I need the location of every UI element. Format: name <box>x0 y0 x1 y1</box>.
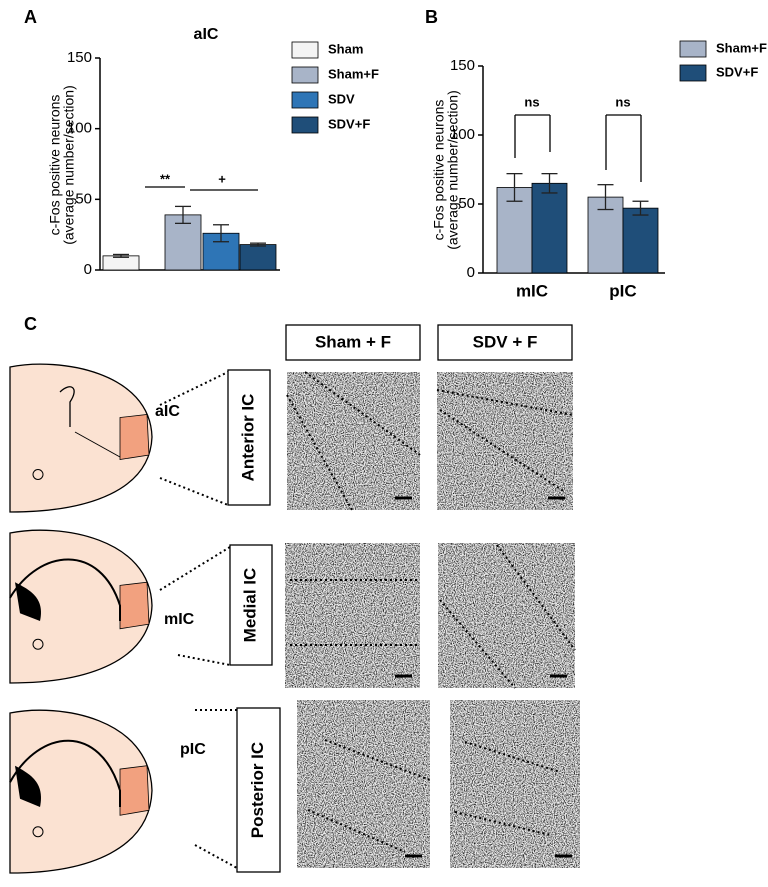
error-bar <box>541 172 558 194</box>
error-bar <box>506 172 523 202</box>
y-tick-label: 50 <box>75 190 92 207</box>
section-label: Anterior IC <box>238 394 257 482</box>
chart-title: aIC <box>194 26 219 43</box>
ventricle <box>59 386 75 427</box>
error-bar <box>113 253 129 258</box>
boundary-line <box>454 811 551 836</box>
significance-label: + <box>218 171 226 186</box>
panel-label: C <box>24 314 37 334</box>
legend-label: SDV+F <box>328 116 370 131</box>
error-bar <box>597 184 614 211</box>
boundary-line <box>496 544 576 651</box>
legend-label: Sham+F <box>716 40 767 55</box>
significance-label: ** <box>160 171 171 186</box>
micrograph <box>287 372 420 510</box>
legend-label: Sham <box>328 41 363 56</box>
boundary-line <box>439 599 516 689</box>
boundary-line <box>436 389 574 416</box>
significance-label: ns <box>524 94 539 109</box>
landmark <box>32 826 44 838</box>
corpus-callosum <box>9 558 121 621</box>
boundary-line <box>286 394 353 511</box>
y-axis-label: c-Fos positive neurons <box>431 100 447 241</box>
bar <box>239 244 277 271</box>
y-axis-label: c-Fos positive neurons <box>47 95 63 236</box>
y-tick-label: 100 <box>450 126 475 143</box>
error-bar <box>632 200 649 216</box>
y-axis-label: (average number/section) <box>61 85 77 245</box>
landmark <box>32 469 44 480</box>
section-label-box <box>227 369 271 506</box>
legend-swatch <box>291 91 319 109</box>
region-label: pIC <box>180 741 206 758</box>
region-label: aIC <box>155 403 180 420</box>
error-bar <box>175 205 191 225</box>
panel-label: A <box>24 7 37 27</box>
legend-swatch <box>679 40 707 58</box>
region-label: mIC <box>164 611 195 628</box>
legend-label: Sham+F <box>328 66 379 81</box>
micrograph <box>437 372 573 510</box>
error-bar <box>250 242 266 247</box>
legend-label: SDV <box>328 91 355 106</box>
bar <box>164 214 202 271</box>
legend-swatch <box>679 64 707 82</box>
section-label: Posterior IC <box>248 742 267 838</box>
panel-label: B <box>425 7 438 27</box>
micrograph <box>297 700 430 868</box>
ventricle <box>15 765 41 807</box>
x-tick-label: pIC <box>609 281 636 300</box>
micrograph <box>438 543 575 688</box>
legend-label: SDV+F <box>716 64 758 79</box>
error-bar <box>213 224 229 243</box>
boundary-line <box>304 371 421 456</box>
zoom-line <box>159 371 229 406</box>
y-tick-label: 150 <box>67 49 92 66</box>
column-header: Sham + F <box>315 332 391 351</box>
micrograph <box>285 543 420 688</box>
zoom-line <box>159 546 231 591</box>
column-header-box <box>437 324 573 361</box>
landmark <box>32 638 44 650</box>
zoom-line <box>177 654 231 666</box>
y-tick-label: 150 <box>450 57 475 74</box>
brain-schematic <box>9 709 153 874</box>
significance-label: ns <box>615 94 630 109</box>
section-label: Medial IC <box>240 568 259 643</box>
brain-schematic <box>9 529 153 684</box>
micrograph <box>450 700 580 868</box>
boundary-line <box>464 741 561 773</box>
zoom-line <box>194 844 238 869</box>
legend-swatch <box>291 66 319 84</box>
brain-schematic <box>9 363 153 513</box>
bar <box>622 207 659 274</box>
boundary-line <box>324 739 431 781</box>
zoom-line <box>159 477 229 506</box>
bar <box>102 255 140 271</box>
tract <box>74 431 121 458</box>
y-tick-label: 0 <box>467 264 475 281</box>
column-header-box <box>285 324 421 361</box>
y-tick-label: 50 <box>458 195 475 212</box>
x-tick-label: mIC <box>516 281 548 300</box>
column-header: SDV + F <box>473 332 538 351</box>
y-axis-label: (average number/section) <box>445 90 461 250</box>
corpus-callosum <box>9 739 121 807</box>
insula <box>119 581 150 630</box>
section-label-box <box>229 544 273 666</box>
insula <box>119 765 150 816</box>
legend-swatch <box>291 116 319 134</box>
section-label-box <box>236 707 281 873</box>
y-tick-label: 100 <box>67 120 92 137</box>
y-tick-label: 0 <box>84 261 92 278</box>
ventricle <box>15 582 41 621</box>
legend-swatch <box>291 41 319 59</box>
insula <box>119 414 150 460</box>
micrograph-panel: Sham + F SDV + F aIC Anterior IC mIC Medial I… <box>9 324 580 874</box>
bar <box>531 182 568 274</box>
